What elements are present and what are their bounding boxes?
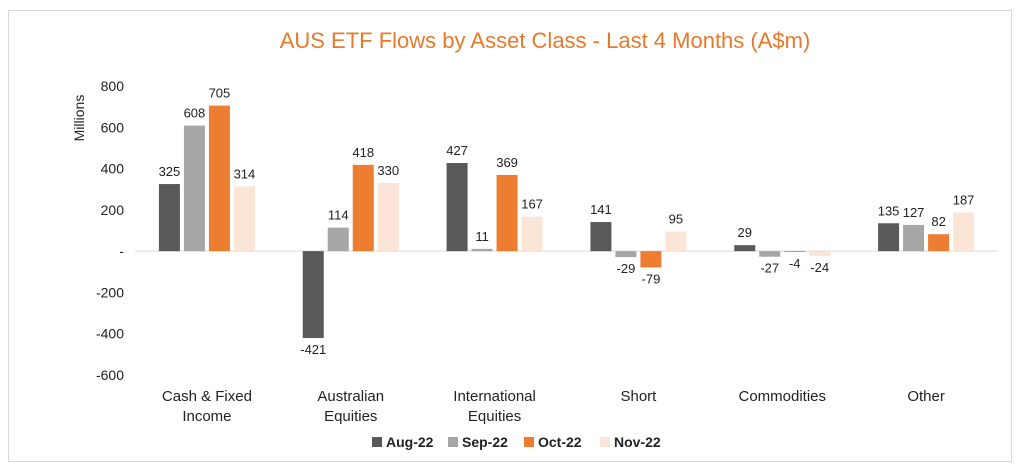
data-label: 29 bbox=[738, 225, 752, 240]
bar-oct-22 bbox=[928, 234, 950, 252]
category-label: International bbox=[453, 388, 536, 405]
category-label: Cash & Fixed bbox=[162, 388, 252, 405]
y-tick-label: -400 bbox=[96, 326, 124, 342]
data-label: 141 bbox=[590, 202, 612, 217]
data-label: 127 bbox=[903, 205, 925, 220]
y-tick-label: -200 bbox=[96, 284, 124, 300]
data-label: 314 bbox=[234, 166, 256, 181]
y-tick-label: 400 bbox=[101, 161, 125, 177]
bar-aug-22 bbox=[158, 184, 180, 252]
category-label: Australian bbox=[317, 388, 384, 405]
chart-title: AUS ETF Flows by Asset Class - Last 4 Mo… bbox=[280, 28, 811, 53]
bar-sep-22 bbox=[903, 224, 925, 252]
legend-label: Nov-22 bbox=[614, 434, 661, 450]
bar-oct-22 bbox=[208, 105, 230, 252]
data-label: -4 bbox=[789, 256, 801, 271]
legend-swatch bbox=[372, 437, 382, 447]
y-axis-ticks: 800 600 400 200 - -200 -400 -600 bbox=[96, 78, 124, 383]
data-label: -27 bbox=[760, 261, 779, 276]
bar-nov-22 bbox=[665, 231, 687, 252]
bar-nov-22 bbox=[521, 216, 543, 252]
bar-aug-22 bbox=[734, 245, 756, 252]
data-label: -24 bbox=[810, 260, 829, 275]
bar-nov-22 bbox=[953, 212, 975, 252]
data-label: 369 bbox=[496, 155, 518, 170]
bars-group bbox=[158, 105, 975, 339]
bar-nov-22 bbox=[809, 251, 831, 257]
data-label: 82 bbox=[931, 214, 945, 229]
category-labels-group: Cash & Fixed Income Australian Equities Inte… bbox=[162, 388, 945, 425]
category-label: Equities bbox=[324, 408, 377, 425]
bar-aug-22 bbox=[302, 251, 324, 339]
legend-swatch bbox=[600, 437, 610, 447]
data-label: 114 bbox=[328, 208, 349, 223]
data-label: 11 bbox=[475, 229, 489, 244]
data-label: 418 bbox=[352, 145, 374, 160]
data-label: 427 bbox=[446, 143, 468, 158]
data-label: -29 bbox=[617, 261, 636, 276]
y-tick-label: 600 bbox=[101, 119, 125, 135]
bar-aug-22 bbox=[446, 162, 468, 252]
bar-sep-22 bbox=[183, 125, 205, 252]
category-label: Short bbox=[620, 388, 657, 405]
legend-label: Oct-22 bbox=[538, 434, 582, 450]
bar-sep-22 bbox=[759, 251, 781, 257]
legend-swatch bbox=[524, 437, 534, 447]
bar-sep-22 bbox=[327, 227, 349, 252]
bar-sep-22 bbox=[615, 251, 637, 258]
legend: Aug-22 Sep-22 Oct-22 Nov-22 bbox=[372, 434, 661, 450]
bar-aug-22 bbox=[878, 223, 900, 252]
bar-aug-22 bbox=[590, 222, 612, 252]
legend-label: Aug-22 bbox=[386, 434, 434, 450]
y-tick-label: -600 bbox=[96, 367, 124, 383]
y-tick-label: 200 bbox=[101, 202, 125, 218]
category-label: Income bbox=[182, 408, 231, 425]
data-label: 95 bbox=[669, 212, 683, 227]
bar-nov-22 bbox=[377, 183, 399, 252]
bar-oct-22 bbox=[784, 251, 806, 252]
data-label: -421 bbox=[300, 342, 326, 357]
data-label: -79 bbox=[642, 271, 661, 286]
data-label: 135 bbox=[878, 203, 900, 218]
data-label: 167 bbox=[521, 197, 543, 212]
bar-sep-22 bbox=[471, 248, 493, 252]
y-axis-label: Millions bbox=[71, 95, 87, 142]
legend-swatch bbox=[448, 437, 458, 447]
legend-label: Sep-22 bbox=[462, 434, 508, 450]
bar-oct-22 bbox=[640, 251, 662, 268]
bar-oct-22 bbox=[496, 174, 518, 252]
bar-oct-22 bbox=[352, 164, 374, 252]
data-label: 187 bbox=[953, 193, 975, 208]
data-label: 705 bbox=[209, 86, 231, 101]
category-label: Commodities bbox=[738, 388, 826, 405]
y-tick-label: - bbox=[119, 243, 124, 259]
data-label: 330 bbox=[377, 163, 399, 178]
category-label: Equities bbox=[468, 408, 521, 425]
data-label: 325 bbox=[159, 164, 181, 179]
data-label: 608 bbox=[184, 106, 206, 121]
bar-nov-22 bbox=[233, 186, 255, 252]
y-tick-label: 800 bbox=[101, 78, 125, 94]
category-label: Other bbox=[907, 388, 945, 405]
